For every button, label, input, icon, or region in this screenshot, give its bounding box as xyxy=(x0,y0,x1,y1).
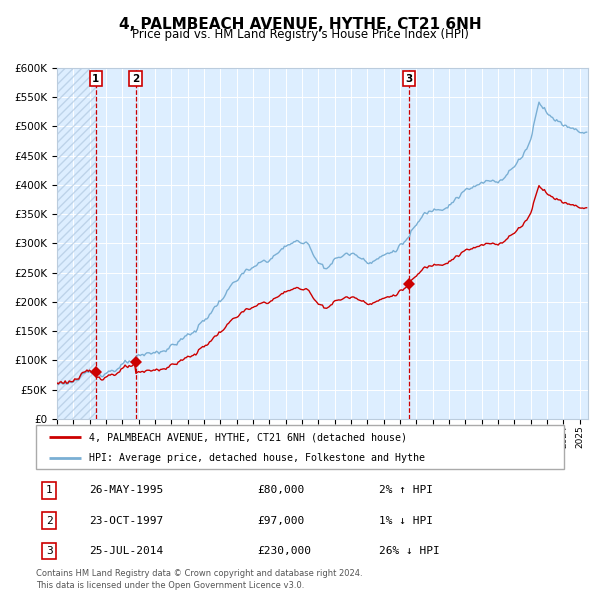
Text: £230,000: £230,000 xyxy=(258,546,312,556)
Text: 25-JUL-2014: 25-JUL-2014 xyxy=(89,546,163,556)
Text: 23-OCT-1997: 23-OCT-1997 xyxy=(89,516,163,526)
Text: 1: 1 xyxy=(46,485,53,495)
Text: 1: 1 xyxy=(92,74,100,84)
Text: 4, PALMBEACH AVENUE, HYTHE, CT21 6NH: 4, PALMBEACH AVENUE, HYTHE, CT21 6NH xyxy=(119,17,481,31)
Text: Price paid vs. HM Land Registry's House Price Index (HPI): Price paid vs. HM Land Registry's House … xyxy=(131,28,469,41)
Text: HPI: Average price, detached house, Folkestone and Hythe: HPI: Average price, detached house, Folk… xyxy=(89,453,425,463)
Text: 1% ↓ HPI: 1% ↓ HPI xyxy=(379,516,433,526)
Text: 3: 3 xyxy=(406,74,413,84)
Text: £80,000: £80,000 xyxy=(258,485,305,495)
Text: 26% ↓ HPI: 26% ↓ HPI xyxy=(379,546,440,556)
Text: This data is licensed under the Open Government Licence v3.0.: This data is licensed under the Open Gov… xyxy=(36,581,304,590)
Text: 2: 2 xyxy=(132,74,139,84)
Text: 4, PALMBEACH AVENUE, HYTHE, CT21 6NH (detached house): 4, PALMBEACH AVENUE, HYTHE, CT21 6NH (de… xyxy=(89,432,407,442)
Text: £97,000: £97,000 xyxy=(258,516,305,526)
Text: 2% ↑ HPI: 2% ↑ HPI xyxy=(379,485,433,495)
Text: Contains HM Land Registry data © Crown copyright and database right 2024.: Contains HM Land Registry data © Crown c… xyxy=(36,569,362,578)
FancyBboxPatch shape xyxy=(36,425,564,469)
Text: 26-MAY-1995: 26-MAY-1995 xyxy=(89,485,163,495)
Text: 3: 3 xyxy=(46,546,53,556)
Text: 2: 2 xyxy=(46,516,53,526)
